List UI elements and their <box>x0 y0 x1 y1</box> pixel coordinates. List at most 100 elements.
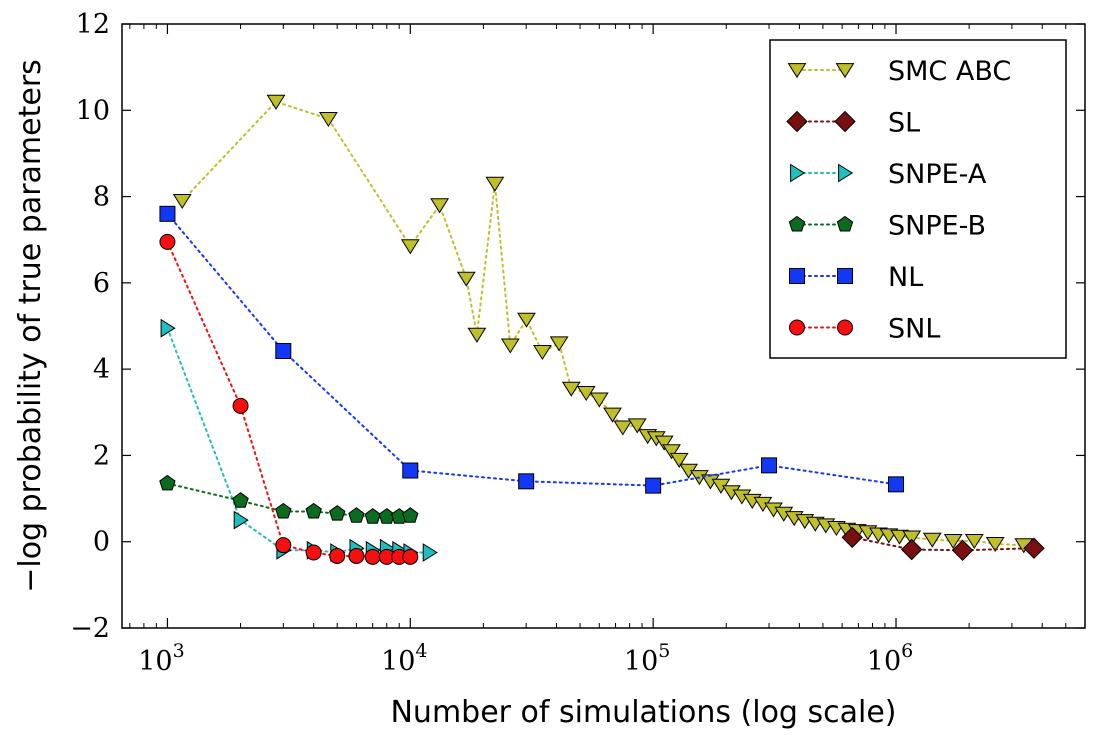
data-point-snl <box>348 547 365 564</box>
series-snl <box>159 233 419 565</box>
y-tick-label: 0 <box>93 527 110 558</box>
series-smc-abc <box>172 94 1034 554</box>
data-point-nl <box>761 457 778 474</box>
series-layer <box>159 94 1045 565</box>
data-point-smc-abc <box>613 420 633 436</box>
data-point-snpe-a <box>233 510 249 530</box>
data-point-snpe-b <box>232 492 249 508</box>
data-point-nl <box>645 477 662 494</box>
data-point-smc-abc <box>266 94 286 110</box>
data-point-snpe-b <box>402 507 419 523</box>
data-point-smc-abc <box>603 407 622 423</box>
data-point-sl <box>951 539 974 562</box>
x-tick-base: 10 <box>381 646 415 677</box>
y-tick-label: 12 <box>76 9 110 40</box>
series-line-sl <box>851 536 1035 552</box>
data-point-smc-abc <box>669 452 689 468</box>
data-point-snl <box>275 537 292 554</box>
y-tick-label: 4 <box>93 354 110 385</box>
data-point-sl <box>841 526 863 549</box>
data-point-nl <box>159 205 176 222</box>
data-point-nl <box>518 473 535 490</box>
data-point-smc-abc <box>517 312 536 328</box>
data-point-smc-abc <box>902 530 922 546</box>
legend-label: SL <box>888 108 920 139</box>
legend-label: NL <box>888 262 923 293</box>
data-point-smc-abc <box>662 444 681 460</box>
data-point-snpe-b <box>305 502 322 519</box>
legend: SMC ABC SL SNPE-A SNPE-B NL SNL <box>769 39 1067 359</box>
x-axis-label: Number of simulations (log scale) <box>390 695 896 730</box>
data-point-nl <box>888 476 905 493</box>
legend-marker <box>787 63 807 79</box>
y-tick-label: 8 <box>93 182 110 213</box>
y-tick-label: 6 <box>93 268 110 299</box>
legend-entry-snl: SNL <box>789 314 940 345</box>
x-tick-exponent: 5 <box>658 640 670 662</box>
data-point-smc-abc <box>890 529 909 545</box>
data-point-smc-abc <box>561 381 581 397</box>
data-point-snl <box>232 397 249 414</box>
legend-marker <box>834 110 856 133</box>
data-point-smc-abc <box>318 112 338 128</box>
y-axis-label: −log probability of true parameters <box>13 59 48 593</box>
x-tick-base: 10 <box>138 646 172 677</box>
data-point-snpe-a <box>422 543 438 562</box>
y-tick-label: 10 <box>76 95 110 126</box>
legend-marker <box>790 163 806 183</box>
data-point-snl <box>402 548 419 565</box>
series-snpe-b <box>159 474 419 524</box>
legend-entry-snpe-a: SNPE-A <box>790 159 987 190</box>
data-point-snl <box>305 544 322 561</box>
legend-entry-sl: SL <box>786 108 920 139</box>
series-nl <box>159 205 905 494</box>
legend-marker <box>789 268 805 284</box>
data-point-smc-abc <box>627 418 647 434</box>
axes-ticks <box>122 23 1086 629</box>
legend-label: SMC ABC <box>888 56 1011 87</box>
legend-marker <box>786 110 808 133</box>
legend-marker <box>789 319 805 336</box>
x-tick-exponent: 3 <box>173 640 185 662</box>
data-point-smc-abc <box>985 537 1005 553</box>
data-point-smc-abc <box>467 327 487 343</box>
data-point-smc-abc <box>589 392 609 408</box>
legend-label: SNL <box>888 314 940 345</box>
data-point-snpe-b <box>348 507 365 523</box>
x-tick-label: 106 <box>867 640 913 677</box>
x-tick-exponent: 4 <box>415 640 427 662</box>
legend-entry-snpe-b: SNPE-B <box>788 211 986 242</box>
series-line-snl <box>166 240 412 558</box>
data-point-snpe-a <box>160 318 176 338</box>
data-point-smc-abc <box>922 532 942 548</box>
legend-box <box>769 39 1067 359</box>
legend-marker <box>836 215 854 232</box>
data-point-snpe-b <box>329 505 346 521</box>
x-tick-label: 103 <box>138 640 184 677</box>
data-point-sl <box>900 538 923 561</box>
series-snpe-a <box>160 318 438 562</box>
data-point-sl <box>1023 537 1045 559</box>
x-tick-label: 105 <box>624 640 670 677</box>
data-point-snpe-b <box>159 474 176 491</box>
legend-marker <box>835 63 855 79</box>
x-tick-base: 10 <box>624 646 658 677</box>
legend-entry-nl: NL <box>789 262 923 293</box>
data-point-smc-abc <box>485 176 505 192</box>
data-point-smc-abc <box>430 198 450 214</box>
legend-marker <box>837 268 853 284</box>
series-sl <box>841 526 1045 562</box>
data-point-smc-abc <box>500 338 520 354</box>
legend-entry-smc-abc: SMC ABC <box>787 56 1011 87</box>
plot-frame <box>121 23 1086 629</box>
data-point-nl <box>275 343 292 360</box>
x-tick-exponent: 6 <box>901 640 913 662</box>
data-point-snpe-b <box>364 508 381 524</box>
x-tick-label: 104 <box>381 640 427 677</box>
data-point-snl <box>329 547 346 564</box>
y-tick-label: −2 <box>70 613 110 644</box>
legend-marker <box>838 163 854 183</box>
data-point-smc-abc <box>943 534 963 550</box>
